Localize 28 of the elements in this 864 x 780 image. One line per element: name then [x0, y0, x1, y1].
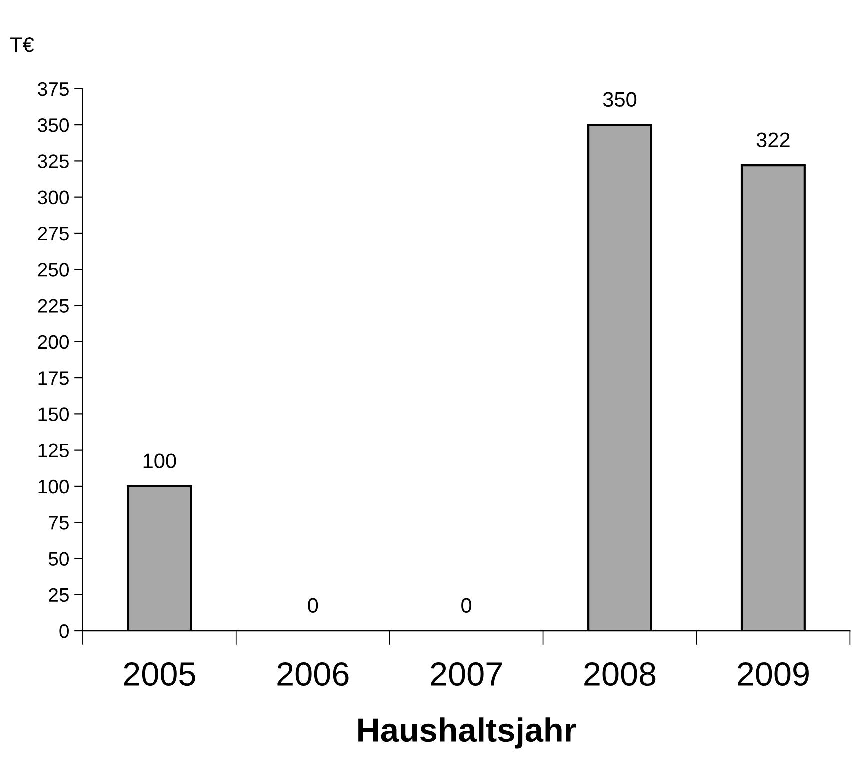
data-label: 322 — [756, 132, 790, 148]
data-label: 100 — [144, 454, 176, 468]
y-tick-label: 100 — [38, 480, 69, 494]
y-axis-title: T€ — [10, 38, 34, 52]
y-tick-label: 25 — [49, 588, 69, 602]
x-tick-label: 2009 — [738, 662, 809, 686]
y-tick-label: 225 — [38, 299, 69, 313]
y-tick-label: 175 — [38, 372, 69, 386]
y-tick-label: 375 — [38, 82, 69, 96]
data-label: 0 — [462, 598, 472, 614]
data-label: 0 — [308, 598, 318, 614]
y-tick-label: 150 — [38, 408, 69, 422]
y-tick-label: 200 — [38, 335, 69, 350]
y-tick-label: 300 — [38, 190, 69, 205]
x-tick-label: 2007 — [431, 662, 502, 686]
y-tick-label: 50 — [48, 552, 69, 566]
y-tick-label: 350 — [38, 118, 69, 132]
y-tick-label: 275 — [38, 226, 69, 241]
x-axis-title: Haushaltsjahr — [358, 718, 576, 749]
x-tick-label: 2005 — [124, 662, 196, 686]
y-tick-label: 250 — [38, 263, 69, 277]
data-label: 350 — [603, 92, 637, 108]
x-tick-label: 2006 — [278, 662, 349, 686]
y-tick-label: 125 — [38, 444, 69, 458]
x-tick-label: 2008 — [584, 662, 656, 686]
y-tick-label: 75 — [49, 516, 69, 530]
y-tick-label: 0 — [60, 624, 69, 638]
y-tick-label: 325 — [38, 154, 69, 168]
